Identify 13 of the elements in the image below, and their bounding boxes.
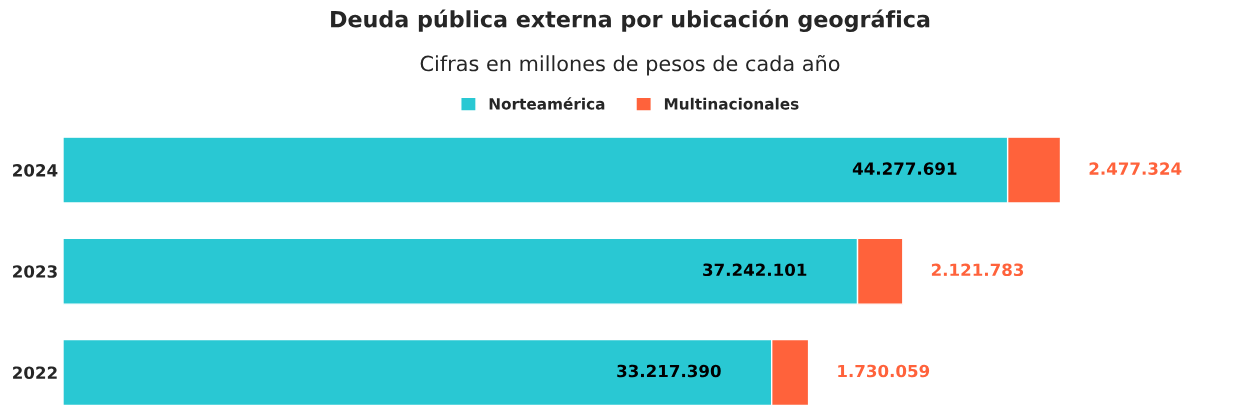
data-label: 2.121.783 xyxy=(931,263,1024,277)
chart-title: Deuda pública externa por ubicación geográfica xyxy=(331,9,930,32)
data-label: 44.277.691 xyxy=(852,162,957,175)
data-label: 37.242.101 xyxy=(703,263,807,277)
legend-label: Norteamérica xyxy=(489,97,605,110)
chart-subtitle: Cifras en millones de pesos de cada año xyxy=(420,54,840,76)
data-label: 33.217.390 xyxy=(617,364,721,378)
y-tick-label: 2023 xyxy=(13,265,57,278)
data-label: 2.477.324 xyxy=(1089,162,1182,175)
data-label: 1.730.059 xyxy=(838,364,930,378)
y-tick-label: 2024 xyxy=(13,164,58,177)
legend-label: Multinacionales xyxy=(664,97,799,110)
y-tick-label: 2022 xyxy=(13,366,57,380)
